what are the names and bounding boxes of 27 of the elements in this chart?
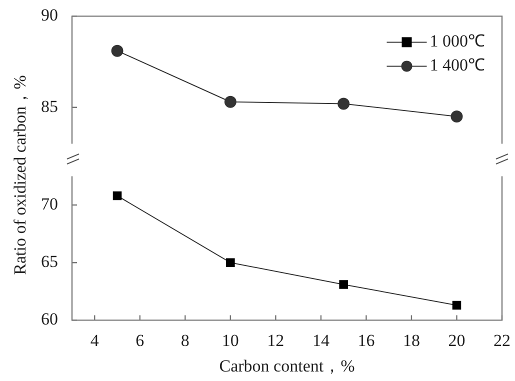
x-tick-label: 18 <box>402 330 420 350</box>
point <box>450 110 463 122</box>
legend-label: 1 400℃ <box>430 56 485 75</box>
y-tick-label: 60 <box>41 310 58 329</box>
x-axis-title: Carbon content，% <box>219 356 355 376</box>
x-tick-label: 6 <box>136 330 144 350</box>
legend-label: 1 000℃ <box>430 32 485 51</box>
y-tick-label: 90 <box>41 6 58 25</box>
point <box>452 300 462 310</box>
x-tick-label: 10 <box>222 330 239 350</box>
y-tick-label: 70 <box>41 194 58 214</box>
x-tick-label: 22 <box>494 330 510 350</box>
point <box>224 96 236 108</box>
x-tick-label: 4 <box>90 330 100 350</box>
x-tick-label: 14 <box>312 330 330 350</box>
point <box>112 191 122 200</box>
y-axis-title: Ratio of oxidized carbon，% <box>10 75 30 275</box>
x-tick-label: 16 <box>358 330 375 350</box>
point <box>226 258 235 267</box>
x-tick-label: 8 <box>180 330 190 350</box>
point <box>338 98 350 110</box>
point <box>111 44 124 57</box>
x-tick-label: 12 <box>267 330 284 350</box>
point <box>339 280 348 289</box>
y-tick-label: 85 <box>41 96 58 116</box>
y-tick-label: 65 <box>41 252 58 272</box>
x-tick-label: 20 <box>448 330 466 350</box>
